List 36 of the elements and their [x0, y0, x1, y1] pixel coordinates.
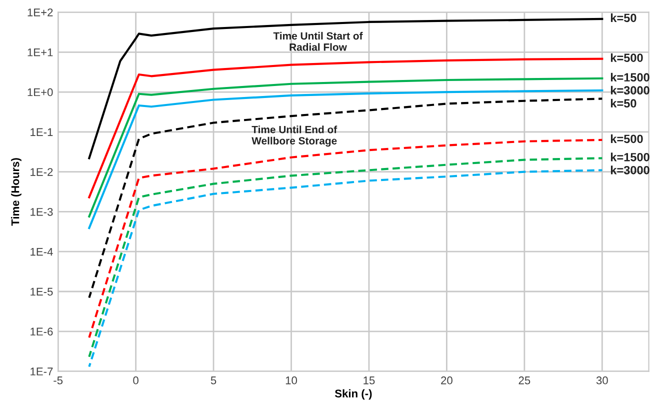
- y-axis-title: Time (Hours): [11, 158, 22, 226]
- annotation: Time Until Start of Radial Flow: [273, 32, 363, 51]
- line-series: [88, 98, 604, 299]
- series-label: k=1500: [610, 152, 650, 162]
- line-series: [88, 18, 604, 160]
- y-tick-label: 1E+1: [28, 48, 53, 56]
- x-tick-label: -5: [54, 376, 63, 384]
- series-label: k=500: [610, 134, 643, 144]
- y-tick-label: 1E+2: [28, 8, 53, 16]
- series-label: k=3000: [610, 166, 650, 174]
- series-label: k=1500: [610, 72, 650, 82]
- x-tick-label: 15: [364, 376, 375, 384]
- x-tick-label: 30: [596, 376, 608, 384]
- y-tick-label: 1E-4: [30, 248, 53, 256]
- y-tick-label: 1E-1: [30, 128, 53, 136]
- x-tick-label: 25: [518, 376, 530, 384]
- series-label: k=50: [610, 98, 636, 108]
- y-tick-label: 1E-2: [30, 168, 53, 176]
- x-tick-label: 10: [286, 376, 297, 384]
- line-series: [88, 77, 604, 218]
- annotation: Time Until End of Wellbore Storage: [252, 126, 338, 147]
- y-tick-label: 1E-5: [30, 288, 53, 296]
- line-series: [88, 58, 604, 198]
- series-label: k=50: [610, 13, 636, 22]
- x-axis-title: Skin (-): [334, 389, 372, 400]
- series-label: k=500: [610, 53, 643, 62]
- line-series: [88, 138, 604, 339]
- line-series: [88, 89, 604, 230]
- y-tick-label: 1E-7: [30, 368, 53, 376]
- x-tick-label: 0: [133, 376, 138, 384]
- x-tick-label: 5: [210, 376, 216, 384]
- y-tick-label: 1E-3: [30, 208, 53, 216]
- y-tick-label: 1E-6: [30, 328, 53, 336]
- series-label: k=3000: [610, 86, 650, 95]
- y-tick-label: 1E+0: [28, 88, 53, 96]
- x-tick-label: 20: [441, 376, 452, 384]
